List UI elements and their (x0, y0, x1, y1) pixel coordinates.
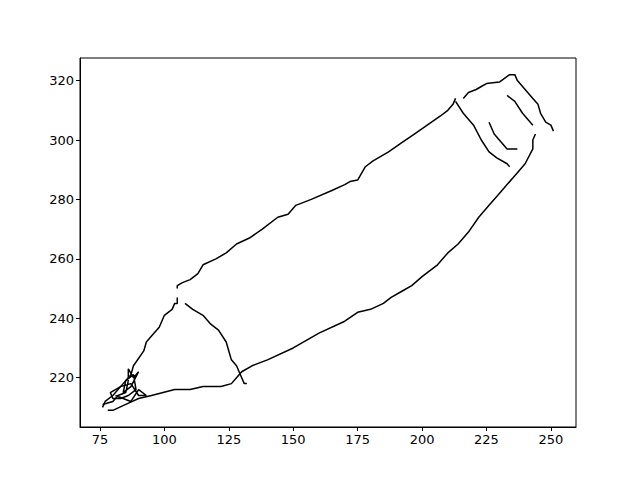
svg-text:75: 75 (92, 432, 109, 447)
svg-text:100: 100 (152, 432, 177, 447)
svg-text:175: 175 (345, 432, 370, 447)
svg-text:150: 150 (281, 432, 306, 447)
svg-text:280: 280 (49, 192, 74, 207)
svg-text:200: 200 (410, 432, 435, 447)
svg-text:260: 260 (49, 251, 74, 266)
svg-text:250: 250 (538, 432, 563, 447)
svg-text:225: 225 (474, 432, 499, 447)
svg-text:320: 320 (49, 73, 74, 88)
svg-text:220: 220 (49, 370, 74, 385)
svg-text:300: 300 (49, 133, 74, 148)
svg-text:240: 240 (49, 311, 74, 326)
svg-text:125: 125 (216, 432, 241, 447)
